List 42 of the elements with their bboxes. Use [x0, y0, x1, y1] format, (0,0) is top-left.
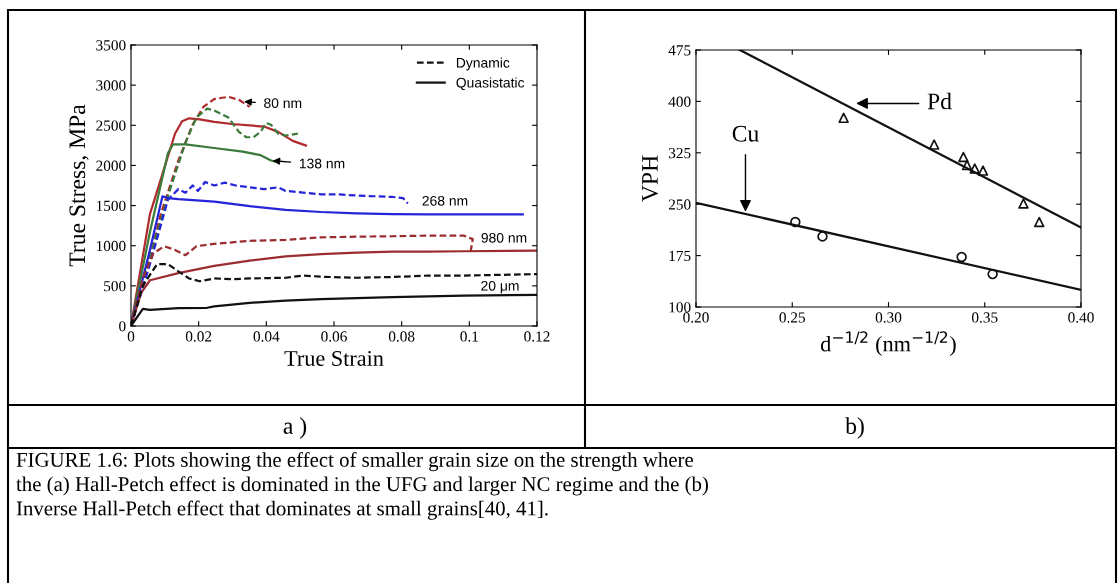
text: a ) — [283, 417, 307, 439]
annotation: 80 nm — [264, 98, 302, 109]
x-tick-label: 0 — [127, 331, 135, 342]
x-tick-label: 0.35 — [971, 312, 998, 323]
text: b) — [845, 417, 864, 439]
y-tick-label: 1500 — [96, 200, 126, 212]
x-axis-title: d$^{−1/2}$ (nm$^{−1/2}$) — [820, 331, 956, 357]
legend-label: Dynamic — [456, 57, 510, 71]
y-tick-label: 2500 — [96, 120, 126, 131]
caption: FIGURE 1.6: Plots showing the effect of smaller grain size on the strength where the (a) Hall-Petch effect is dominated in the UFG and larger NC regime and the (b) Inverse Hall-Petch effect that dominates at small grains[40, 41]. — [16, 452, 708, 520]
y-tick-label: 3000 — [96, 80, 126, 91]
annotation: Pd — [927, 92, 952, 110]
y-tick-label: 175 — [669, 250, 691, 262]
y-tick-label: 2000 — [96, 160, 126, 171]
y-tick-label: 500 — [104, 281, 126, 292]
annotation: 138 nm — [299, 158, 345, 169]
x-tick-label: 0.12 — [524, 331, 550, 342]
y-tick-label: 325 — [668, 147, 691, 159]
y-tick-label: 1000 — [96, 240, 126, 252]
x-tick-label: 0.08 — [388, 331, 415, 342]
y-tick-label: 400 — [668, 96, 691, 107]
y-tick-label: 100 — [669, 302, 691, 313]
x-tick-label: 0.04 — [253, 331, 280, 342]
y-tick-label: 475 — [668, 45, 691, 56]
y-tick-label: 250 — [668, 199, 691, 210]
y-tick-label: 0 — [119, 321, 126, 332]
x-tick-label: 0.20 — [683, 312, 709, 323]
y-axis-title: VPH — [642, 155, 658, 202]
y-tick-label: 3500 — [96, 40, 126, 51]
annotation: 20 μm — [481, 280, 519, 294]
x-tick-label: 0.06 — [321, 331, 347, 342]
x-tick-label: 0.30 — [875, 312, 902, 323]
annotation: 268 nm — [422, 195, 468, 206]
x-tick-label: 0.40 — [1068, 312, 1094, 323]
annotation: Cu — [732, 125, 759, 142]
annotation: 980 nm — [481, 232, 527, 243]
y-axis-title: True Stress, MPa — [69, 104, 89, 267]
x-tick-label: 0.25 — [779, 312, 806, 323]
x-tick-label: 0.02 — [185, 331, 212, 342]
x-axis-title: True Strain — [284, 350, 384, 366]
x-tick-label: 0.1 — [460, 331, 478, 342]
legend-label: Quasistatic — [456, 77, 525, 91]
